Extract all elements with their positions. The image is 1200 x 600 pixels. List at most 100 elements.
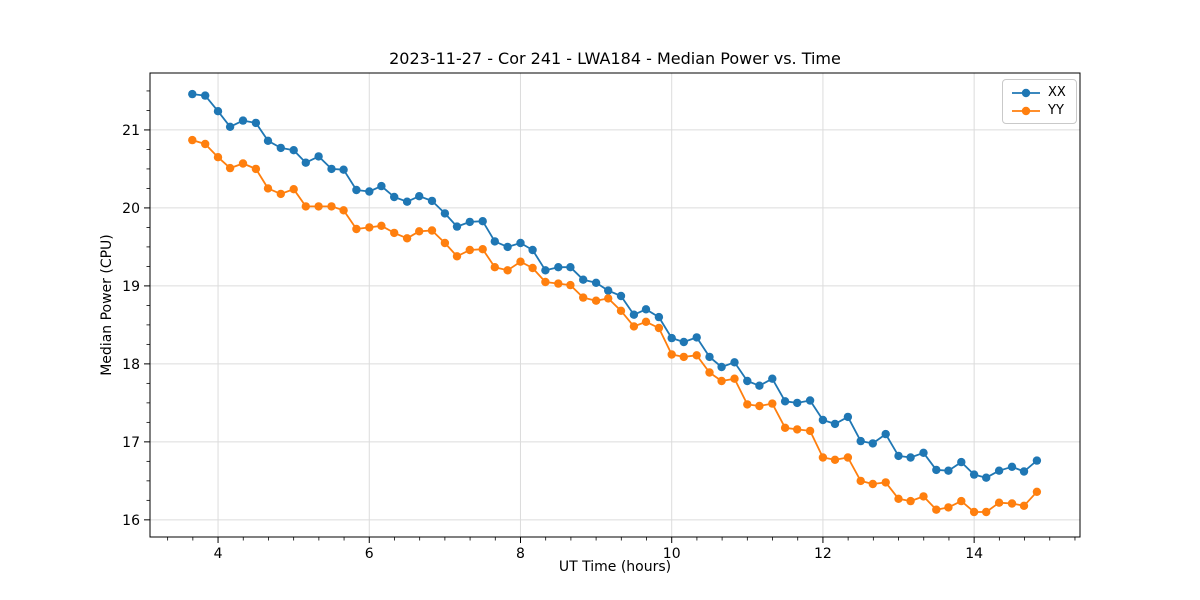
series-YY-marker: [490, 263, 499, 272]
series-XX-marker: [1032, 456, 1042, 465]
series-XX-marker: [566, 263, 575, 272]
series-YY-marker: [566, 280, 575, 290]
series-XX-marker: [516, 238, 525, 248]
series-XX-marker: [465, 217, 474, 227]
series-XX-marker: [805, 396, 815, 405]
series-YY-marker: [402, 234, 412, 243]
chart-title: 2023-11-27 - Cor 241 - LWA184 - Median P…: [389, 49, 841, 68]
series-XX-marker: [994, 466, 1004, 475]
series-YY-marker: [1032, 487, 1042, 496]
y-tick-label: 20: [122, 201, 140, 217]
minor-ticks: [146, 90, 1076, 541]
series-XX-marker: [238, 116, 248, 125]
series-YY-marker: [944, 503, 953, 512]
series-YY-marker: [793, 425, 802, 434]
series-YY-marker: [730, 374, 739, 383]
series-XX-marker: [251, 118, 261, 128]
series-YY-marker: [957, 496, 966, 506]
series-XX-marker: [616, 291, 626, 301]
x-axis-label: UT Time (hours): [558, 559, 672, 575]
y-tick-label: 21: [122, 123, 140, 139]
series-XX-marker: [780, 397, 790, 406]
series-XX-marker: [906, 453, 915, 462]
series-XX-marker: [427, 196, 437, 206]
series-XX-marker: [730, 358, 739, 367]
series-YY-marker: [830, 455, 840, 464]
series-YY-marker: [805, 426, 815, 436]
x-tick-label: 8: [516, 546, 525, 562]
series-YY-marker: [289, 185, 298, 194]
series-XX-marker: [755, 381, 764, 390]
series-XX-marker: [1019, 467, 1029, 476]
legend-label-xx: XX: [1048, 85, 1066, 100]
series-XX-marker: [604, 286, 613, 295]
series-YY-marker: [755, 401, 764, 411]
series-YY-marker: [843, 453, 853, 462]
series-YY-marker: [1007, 499, 1017, 508]
series-XX-marker: [390, 192, 399, 202]
series-XX-marker: [830, 419, 840, 429]
series-YY-marker: [629, 322, 639, 331]
legend-label-yy: YY: [1048, 103, 1064, 118]
series-YY-marker: [251, 164, 261, 174]
x-tick-label: 10: [663, 546, 681, 562]
series-XX-marker: [579, 275, 588, 284]
series-XX-marker: [263, 136, 273, 145]
legend: XX YY: [1002, 79, 1077, 124]
series-XX-marker: [225, 122, 235, 131]
series-XX-marker: [717, 362, 726, 372]
series-YY-marker: [301, 202, 310, 211]
series-YY-marker: [213, 153, 223, 162]
series-YY-marker: [263, 184, 273, 193]
series-XX-marker: [452, 222, 462, 231]
series-XX-marker: [301, 158, 310, 167]
series-YY-marker: [906, 496, 915, 506]
y-tick-label: 18: [122, 357, 140, 373]
x-tick-label: 14: [965, 546, 983, 562]
series-YY-marker: [541, 277, 550, 287]
series-YY-marker: [679, 352, 688, 362]
series-XX-marker: [554, 263, 563, 272]
series-YY-marker: [579, 293, 588, 302]
series-XX-marker: [919, 448, 928, 457]
series-XX-marker: [591, 278, 601, 287]
series-YY-marker: [390, 228, 399, 238]
series-YY-marker: [692, 351, 701, 360]
series-XX-marker: [314, 152, 323, 161]
series-YY-marker: [654, 323, 664, 333]
series-XX-marker: [528, 245, 537, 255]
series-YY-marker: [352, 224, 361, 234]
series-XX-marker: [957, 457, 966, 467]
series-XX-marker: [932, 465, 941, 475]
series-XX-marker: [402, 197, 412, 206]
series-YY-marker: [894, 494, 903, 503]
series-YY-marker: [238, 159, 248, 168]
series-XX-marker: [276, 143, 285, 153]
series-YY-marker: [528, 263, 537, 273]
series-YY-marker: [1019, 501, 1029, 510]
major-ticks: 4 6 8 10 12 14 16 17 18 19 20 21: [122, 123, 983, 562]
series-XX-marker: [705, 352, 714, 362]
x-tick-label: 12: [814, 546, 832, 562]
series-XX-marker: [415, 192, 424, 201]
y-tick-label: 16: [122, 513, 140, 529]
series-YY-marker: [452, 252, 462, 261]
series-YY-marker: [591, 296, 601, 305]
x-tick-label: 4: [214, 546, 223, 562]
series-YY-marker: [780, 423, 790, 432]
series-XX-marker: [868, 439, 877, 448]
series-XX-marker: [881, 429, 890, 439]
series-XX-marker: [654, 312, 664, 322]
series-XX-marker: [490, 237, 499, 246]
series-YY-marker: [982, 507, 991, 517]
series-YY-marker: [188, 135, 197, 145]
series-YY-marker: [919, 492, 928, 501]
series-XX-marker: [289, 146, 298, 155]
axes-spines: [149, 72, 1081, 538]
y-tick-label: 19: [122, 279, 140, 295]
series-XX-marker: [768, 374, 777, 383]
series-XX-marker: [793, 398, 802, 408]
series-XX-marker: [982, 473, 991, 482]
series-YY-marker: [554, 279, 563, 288]
series-YY-marker: [705, 368, 714, 377]
